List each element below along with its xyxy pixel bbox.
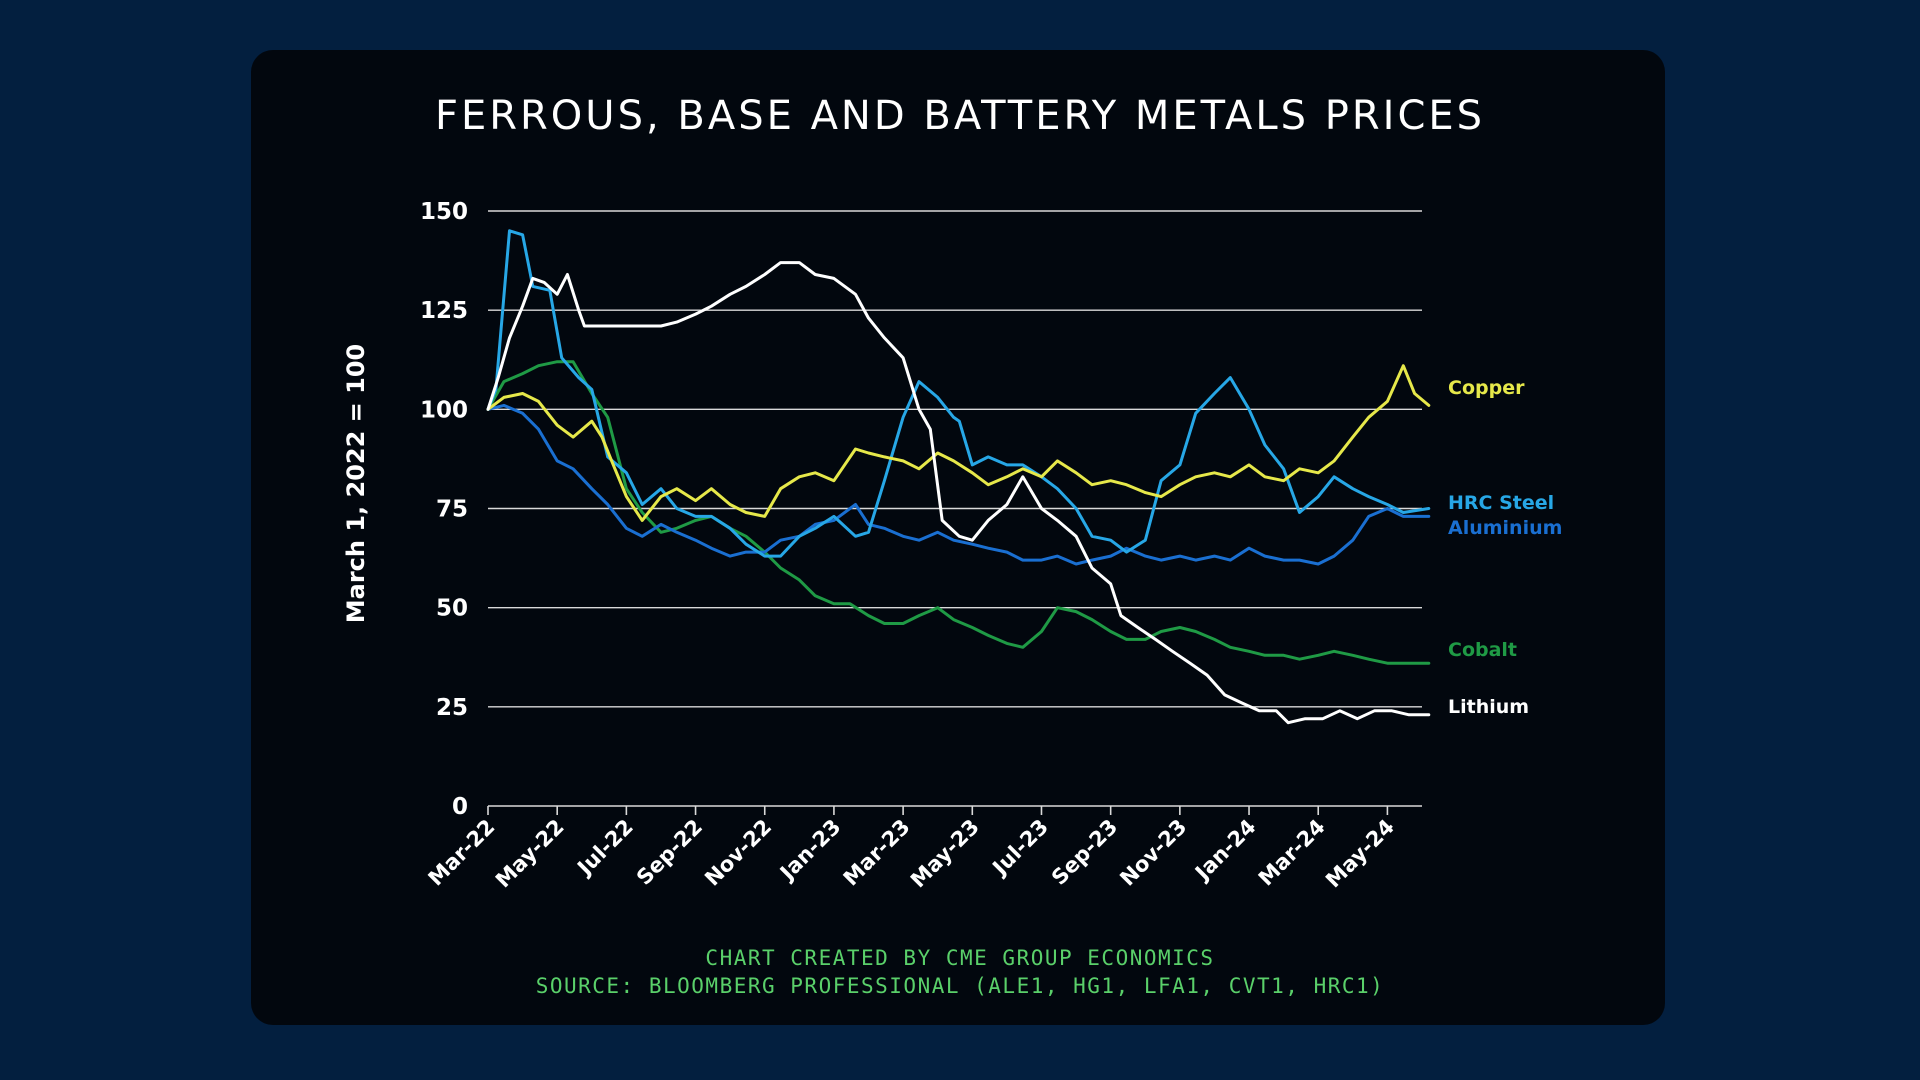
x-tick-label: Mar-23 (839, 815, 915, 891)
x-tick-label: Mar-24 (1254, 815, 1330, 891)
x-tick-label: Jul-23 (987, 815, 1053, 881)
x-tick-label: May-23 (906, 815, 984, 893)
y-tick-label: 25 (436, 695, 468, 721)
x-tick-label: Sep-22 (632, 815, 707, 890)
y-tick-label: 100 (420, 397, 468, 423)
series-line-hrc-steel (486, 229, 1431, 558)
series-label-hrc-steel: HRC Steel (1448, 492, 1554, 514)
series-label-lithium: Lithium (1448, 696, 1529, 718)
series-line-cobalt (486, 360, 1431, 665)
series-label-cobalt: Cobalt (1448, 639, 1517, 661)
x-tick-label: Jan-23 (774, 815, 845, 886)
x-tick-label: Nov-23 (1115, 815, 1191, 891)
series-line-copper (486, 364, 1431, 522)
x-tick-label: Nov-22 (700, 815, 776, 891)
chart-title: FERROUS, BASE AND BATTERY METALS PRICES (434, 93, 1486, 139)
series-label-aluminium: Aluminium (1448, 517, 1562, 539)
y-tick-label: 125 (420, 298, 468, 324)
x-tick-label: Jan-24 (1189, 815, 1260, 886)
x-tick-label: Mar-22 (424, 815, 500, 891)
x-tick-label: May-22 (491, 815, 569, 893)
y-tick-label: 50 (436, 596, 468, 622)
series-line-aluminium (486, 403, 1431, 566)
x-tick-label: Sep-23 (1047, 815, 1122, 890)
chart-card (251, 50, 1665, 1025)
x-tick-label: Jul-22 (572, 815, 638, 881)
series-line-lithium (486, 261, 1431, 725)
series-label-copper: Copper (1448, 377, 1525, 399)
y-tick-label: 150 (420, 199, 468, 225)
x-tick-label: May-24 (1321, 815, 1399, 893)
chart-source: SOURCE: BLOOMBERG PROFESSIONAL (ALE1, HG… (535, 974, 1385, 998)
y-axis-title: March 1, 2022 = 100 (342, 344, 370, 623)
y-tick-label: 0 (452, 794, 468, 820)
chart-credit: CHART CREATED BY CME GROUP ECONOMICS (705, 946, 1215, 970)
y-tick-label: 75 (436, 497, 468, 523)
